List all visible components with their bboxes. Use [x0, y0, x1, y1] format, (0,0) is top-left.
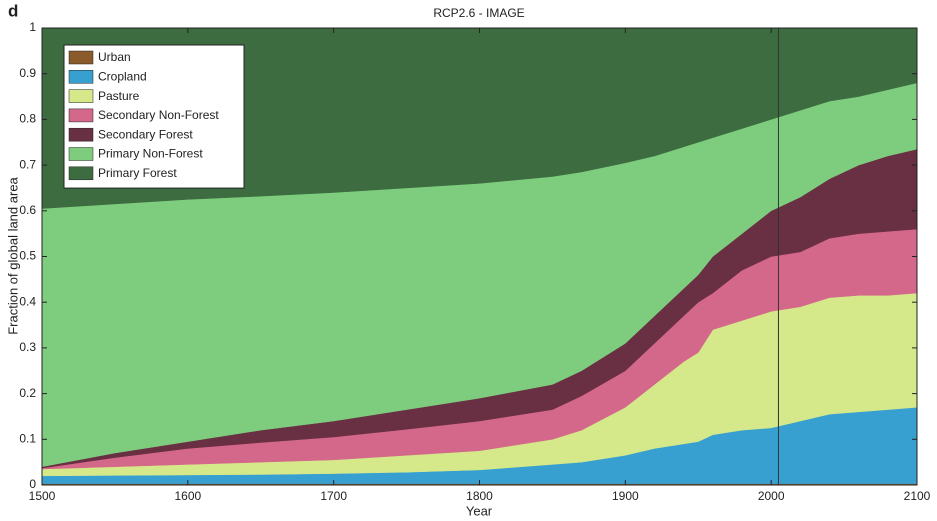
y-tick-label: 0.4 [19, 294, 36, 308]
legend-swatch [68, 108, 94, 123]
y-tick-label: 0.8 [19, 112, 36, 126]
y-tick-label: 0.9 [19, 66, 36, 80]
x-tick-label: 1500 [29, 489, 56, 503]
y-tick-label: 0.3 [19, 340, 36, 354]
y-axis-label: Fraction of global land area [5, 176, 20, 334]
legend-label: Secondary Forest [98, 127, 193, 141]
y-tick-label: 0.6 [19, 203, 36, 217]
legend-label: Pasture [98, 89, 140, 103]
y-tick-label: 0.2 [19, 386, 36, 400]
x-tick-label: 1600 [174, 489, 201, 503]
chart-title: RCP2.6 - IMAGE [433, 6, 524, 20]
legend-swatch [68, 147, 94, 161]
y-tick-label: 0.7 [19, 157, 36, 171]
legend-swatch [68, 166, 94, 181]
x-tick-label: 2000 [758, 489, 785, 503]
x-tick-label: 2100 [904, 489, 931, 503]
legend-swatch [68, 89, 94, 103]
legend-label: Secondary Non-Forest [98, 108, 219, 122]
legend-swatch [68, 50, 94, 65]
x-tick-label: 1800 [466, 489, 493, 503]
legend-label: Primary Forest [98, 166, 177, 180]
legend-swatch [68, 127, 94, 142]
y-tick-label: 1 [29, 20, 36, 34]
legend-label: Primary Non-Forest [98, 147, 203, 161]
legend-label: Cropland [98, 69, 147, 83]
y-tick-label: 0.1 [19, 431, 36, 445]
x-axis-label: Year [466, 503, 493, 518]
x-tick-label: 1700 [320, 489, 347, 503]
y-tick-label: 0 [29, 477, 36, 491]
y-tick-label: 0.5 [19, 249, 36, 263]
legend: Urban Cropland Pasture Secondary Non-Forest… [63, 44, 245, 189]
x-tick-label: 1900 [612, 489, 639, 503]
legend-box [63, 44, 245, 189]
legend-swatch [68, 70, 94, 84]
panel-label: d [8, 1, 18, 20]
legend-label: Urban [98, 50, 131, 64]
